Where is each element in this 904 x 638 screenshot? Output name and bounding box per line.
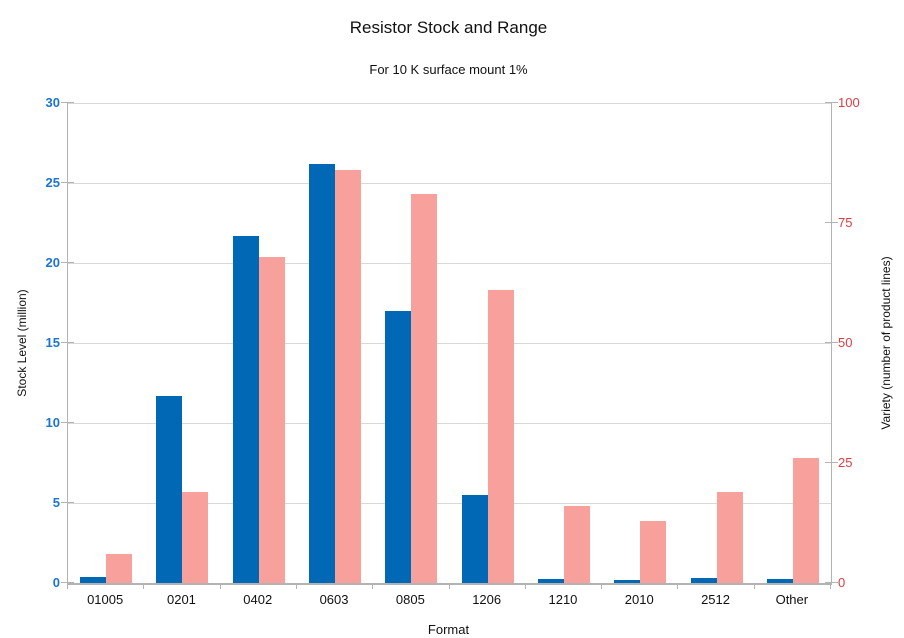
variety-bar-0805 <box>411 194 438 583</box>
gridline-5 <box>68 503 831 504</box>
variety-bar-2512 <box>716 491 743 583</box>
stock-bar-2010 <box>614 579 641 583</box>
x-tick-label-1210: 1210 <box>548 592 578 607</box>
left-tick-label-0: 0 <box>52 575 60 590</box>
variety-bar-Other <box>792 458 819 583</box>
x-tick-mark-9 <box>754 583 755 589</box>
left-tick-mark-0 <box>61 582 74 583</box>
stock-bar-2512 <box>690 578 717 583</box>
stock-bar-1210 <box>537 579 564 583</box>
x-tick-label-0201: 0201 <box>166 592 196 607</box>
gridline-30 <box>68 103 831 104</box>
stock-bar-01005 <box>80 576 107 583</box>
left-tick-mark-15 <box>61 342 74 343</box>
category-group-01005 <box>68 103 144 583</box>
x-tick-label-Other: Other <box>775 592 809 607</box>
variety-bar-2010 <box>640 520 667 583</box>
x-axis-title: Format <box>427 622 470 637</box>
left-tick-label-30: 30 <box>45 95 60 110</box>
category-group-2010 <box>602 103 678 583</box>
category-group-0402 <box>221 103 297 583</box>
chart-subtitle: For 10 K surface mount 1% <box>369 62 528 77</box>
category-group-0603 <box>297 103 373 583</box>
x-tick-mark-8 <box>677 583 678 589</box>
right-tick-label-25: 25 <box>838 455 853 470</box>
right-tick-label-100: 100 <box>838 95 860 110</box>
x-tick-label-0805: 0805 <box>395 592 425 607</box>
gridline-25 <box>68 183 831 184</box>
left-tick-label-20: 20 <box>45 255 60 270</box>
right-tick-mark-75 <box>825 222 838 223</box>
gridline-15 <box>68 343 831 344</box>
x-tick-mark-1 <box>143 583 144 589</box>
right-tick-mark-100 <box>825 102 838 103</box>
x-tick-label-0402: 0402 <box>243 592 273 607</box>
left-tick-mark-25 <box>61 182 74 183</box>
left-tick-label-10: 10 <box>45 415 60 430</box>
right-tick-mark-50 <box>825 342 838 343</box>
category-group-Other <box>755 103 831 583</box>
variety-bar-0603 <box>335 170 362 583</box>
x-tick-label-0603: 0603 <box>319 592 349 607</box>
right-tick-mark-0 <box>825 582 838 583</box>
left-tick-label-5: 5 <box>52 495 60 510</box>
stock-bar-Other <box>766 579 793 583</box>
stock-bar-0603 <box>309 163 336 583</box>
x-tick-mark-2 <box>220 583 221 589</box>
x-tick-mark-10 <box>830 583 831 589</box>
gridline-10 <box>68 423 831 424</box>
x-tick-label-1206: 1206 <box>472 592 502 607</box>
variety-bar-1206 <box>487 290 514 583</box>
right-tick-label-50: 50 <box>838 335 853 350</box>
x-tick-mark-5 <box>449 583 450 589</box>
left-tick-mark-10 <box>61 422 74 423</box>
variety-bar-0201 <box>182 491 209 583</box>
x-tick-mark-0 <box>67 583 68 589</box>
stock-bar-0805 <box>385 311 412 583</box>
x-tick-mark-6 <box>525 583 526 589</box>
category-group-0805 <box>373 103 449 583</box>
x-tick-label-2512: 2512 <box>701 592 730 607</box>
x-tick-mark-3 <box>296 583 297 589</box>
left-tick-mark-30 <box>61 102 74 103</box>
stock-bar-0402 <box>232 235 259 583</box>
variety-bar-1210 <box>563 506 590 583</box>
plot-area <box>67 103 832 585</box>
left-tick-label-15: 15 <box>45 335 60 350</box>
x-tick-mark-7 <box>601 583 602 589</box>
gridline-20 <box>68 263 831 264</box>
x-tick-label-2010: 2010 <box>624 592 654 607</box>
variety-bar-0402 <box>258 256 285 583</box>
right-tick-label-75: 75 <box>838 215 853 230</box>
left-tick-mark-5 <box>61 502 74 503</box>
category-group-2512 <box>678 103 754 583</box>
left-tick-label-25: 25 <box>45 175 60 190</box>
chart-title: Resistor Stock and Range <box>349 18 548 37</box>
variety-bar-01005 <box>106 554 133 583</box>
stock-bar-1206 <box>461 495 488 583</box>
x-tick-label-01005: 01005 <box>87 592 124 607</box>
right-tick-mark-25 <box>825 462 838 463</box>
right-tick-label-0: 0 <box>838 575 846 590</box>
category-group-1206 <box>450 103 526 583</box>
x-tick-mark-4 <box>372 583 373 589</box>
right-axis-title: Variety (number of product lines) <box>879 256 893 430</box>
category-group-0201 <box>144 103 220 583</box>
category-group-1210 <box>526 103 602 583</box>
stock-bar-0201 <box>156 395 183 583</box>
left-tick-mark-20 <box>61 262 74 263</box>
